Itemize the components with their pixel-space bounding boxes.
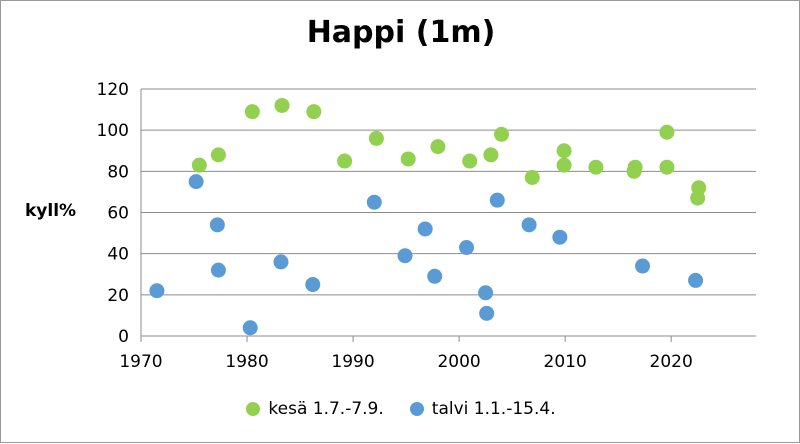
kesa-point bbox=[368, 130, 384, 146]
kesa-point bbox=[337, 153, 353, 169]
kesa-point bbox=[690, 190, 706, 206]
y-axis-label: kyll% bbox=[25, 201, 77, 221]
talvi-point bbox=[478, 285, 494, 301]
talvi-point bbox=[397, 248, 413, 264]
talvi-point bbox=[688, 272, 704, 288]
kesa-point bbox=[400, 151, 416, 167]
kesa-point bbox=[588, 159, 604, 175]
talvi-point bbox=[188, 174, 204, 190]
kesa-point bbox=[659, 159, 675, 175]
talvi-point bbox=[427, 268, 443, 284]
y-tick-label: 60 bbox=[107, 204, 129, 224]
kesa-point bbox=[494, 126, 510, 142]
kesa-point bbox=[244, 104, 260, 120]
legend-marker bbox=[409, 402, 424, 416]
x-tick-label: 1990 bbox=[331, 352, 374, 372]
legend-item: talvi 1.1.-15.4. bbox=[409, 399, 556, 419]
y-tick-label: 20 bbox=[107, 286, 129, 306]
chart-title: Happi (1m) bbox=[306, 15, 496, 50]
talvi-point bbox=[305, 277, 321, 293]
talvi-point bbox=[552, 229, 568, 245]
talvi-point bbox=[242, 320, 258, 336]
x-tick-label: 1980 bbox=[225, 352, 268, 372]
x-tick-label: 2020 bbox=[650, 352, 693, 372]
talvi-point bbox=[366, 194, 382, 210]
kesa-point bbox=[306, 104, 322, 120]
x-tick-label: 2010 bbox=[544, 352, 587, 372]
talvi-point bbox=[635, 258, 651, 274]
legend-item: kesä 1.7.-7.9. bbox=[246, 399, 384, 419]
y-tick-label: 100 bbox=[97, 121, 129, 141]
kesa-point bbox=[462, 153, 478, 169]
kesa-point bbox=[556, 143, 572, 159]
talvi-point bbox=[521, 217, 537, 233]
kesa-point bbox=[626, 163, 642, 179]
y-tick-label: 80 bbox=[107, 162, 129, 182]
legend-marker bbox=[246, 402, 261, 416]
kesa-point bbox=[556, 157, 572, 173]
talvi-point bbox=[417, 221, 433, 237]
x-tick-label: 2000 bbox=[437, 352, 480, 372]
talvi-point bbox=[273, 254, 289, 270]
y-tick-label: 40 bbox=[107, 245, 129, 265]
kesa-point bbox=[483, 147, 499, 163]
y-tick-label: 120 bbox=[97, 80, 129, 100]
legend-label: talvi 1.1.-15.4. bbox=[431, 399, 556, 419]
legend: kesä 1.7.-7.9. talvi 1.1.-15.4. bbox=[1, 399, 800, 419]
kesa-point bbox=[274, 97, 290, 113]
talvi-point bbox=[479, 305, 495, 321]
talvi-point bbox=[459, 239, 475, 255]
kesa-point bbox=[659, 124, 675, 140]
y-tick-label: 0 bbox=[118, 327, 129, 347]
kesa-point bbox=[524, 170, 540, 186]
talvi-point bbox=[209, 217, 225, 233]
talvi-point bbox=[210, 262, 226, 278]
x-tick-label: 1970 bbox=[119, 352, 162, 372]
talvi-point bbox=[489, 192, 505, 208]
kesa-point bbox=[191, 157, 207, 173]
legend-label: kesä 1.7.-7.9. bbox=[268, 399, 384, 419]
kesa-point bbox=[210, 147, 226, 163]
kesa-point bbox=[430, 139, 446, 155]
talvi-point bbox=[149, 283, 165, 299]
